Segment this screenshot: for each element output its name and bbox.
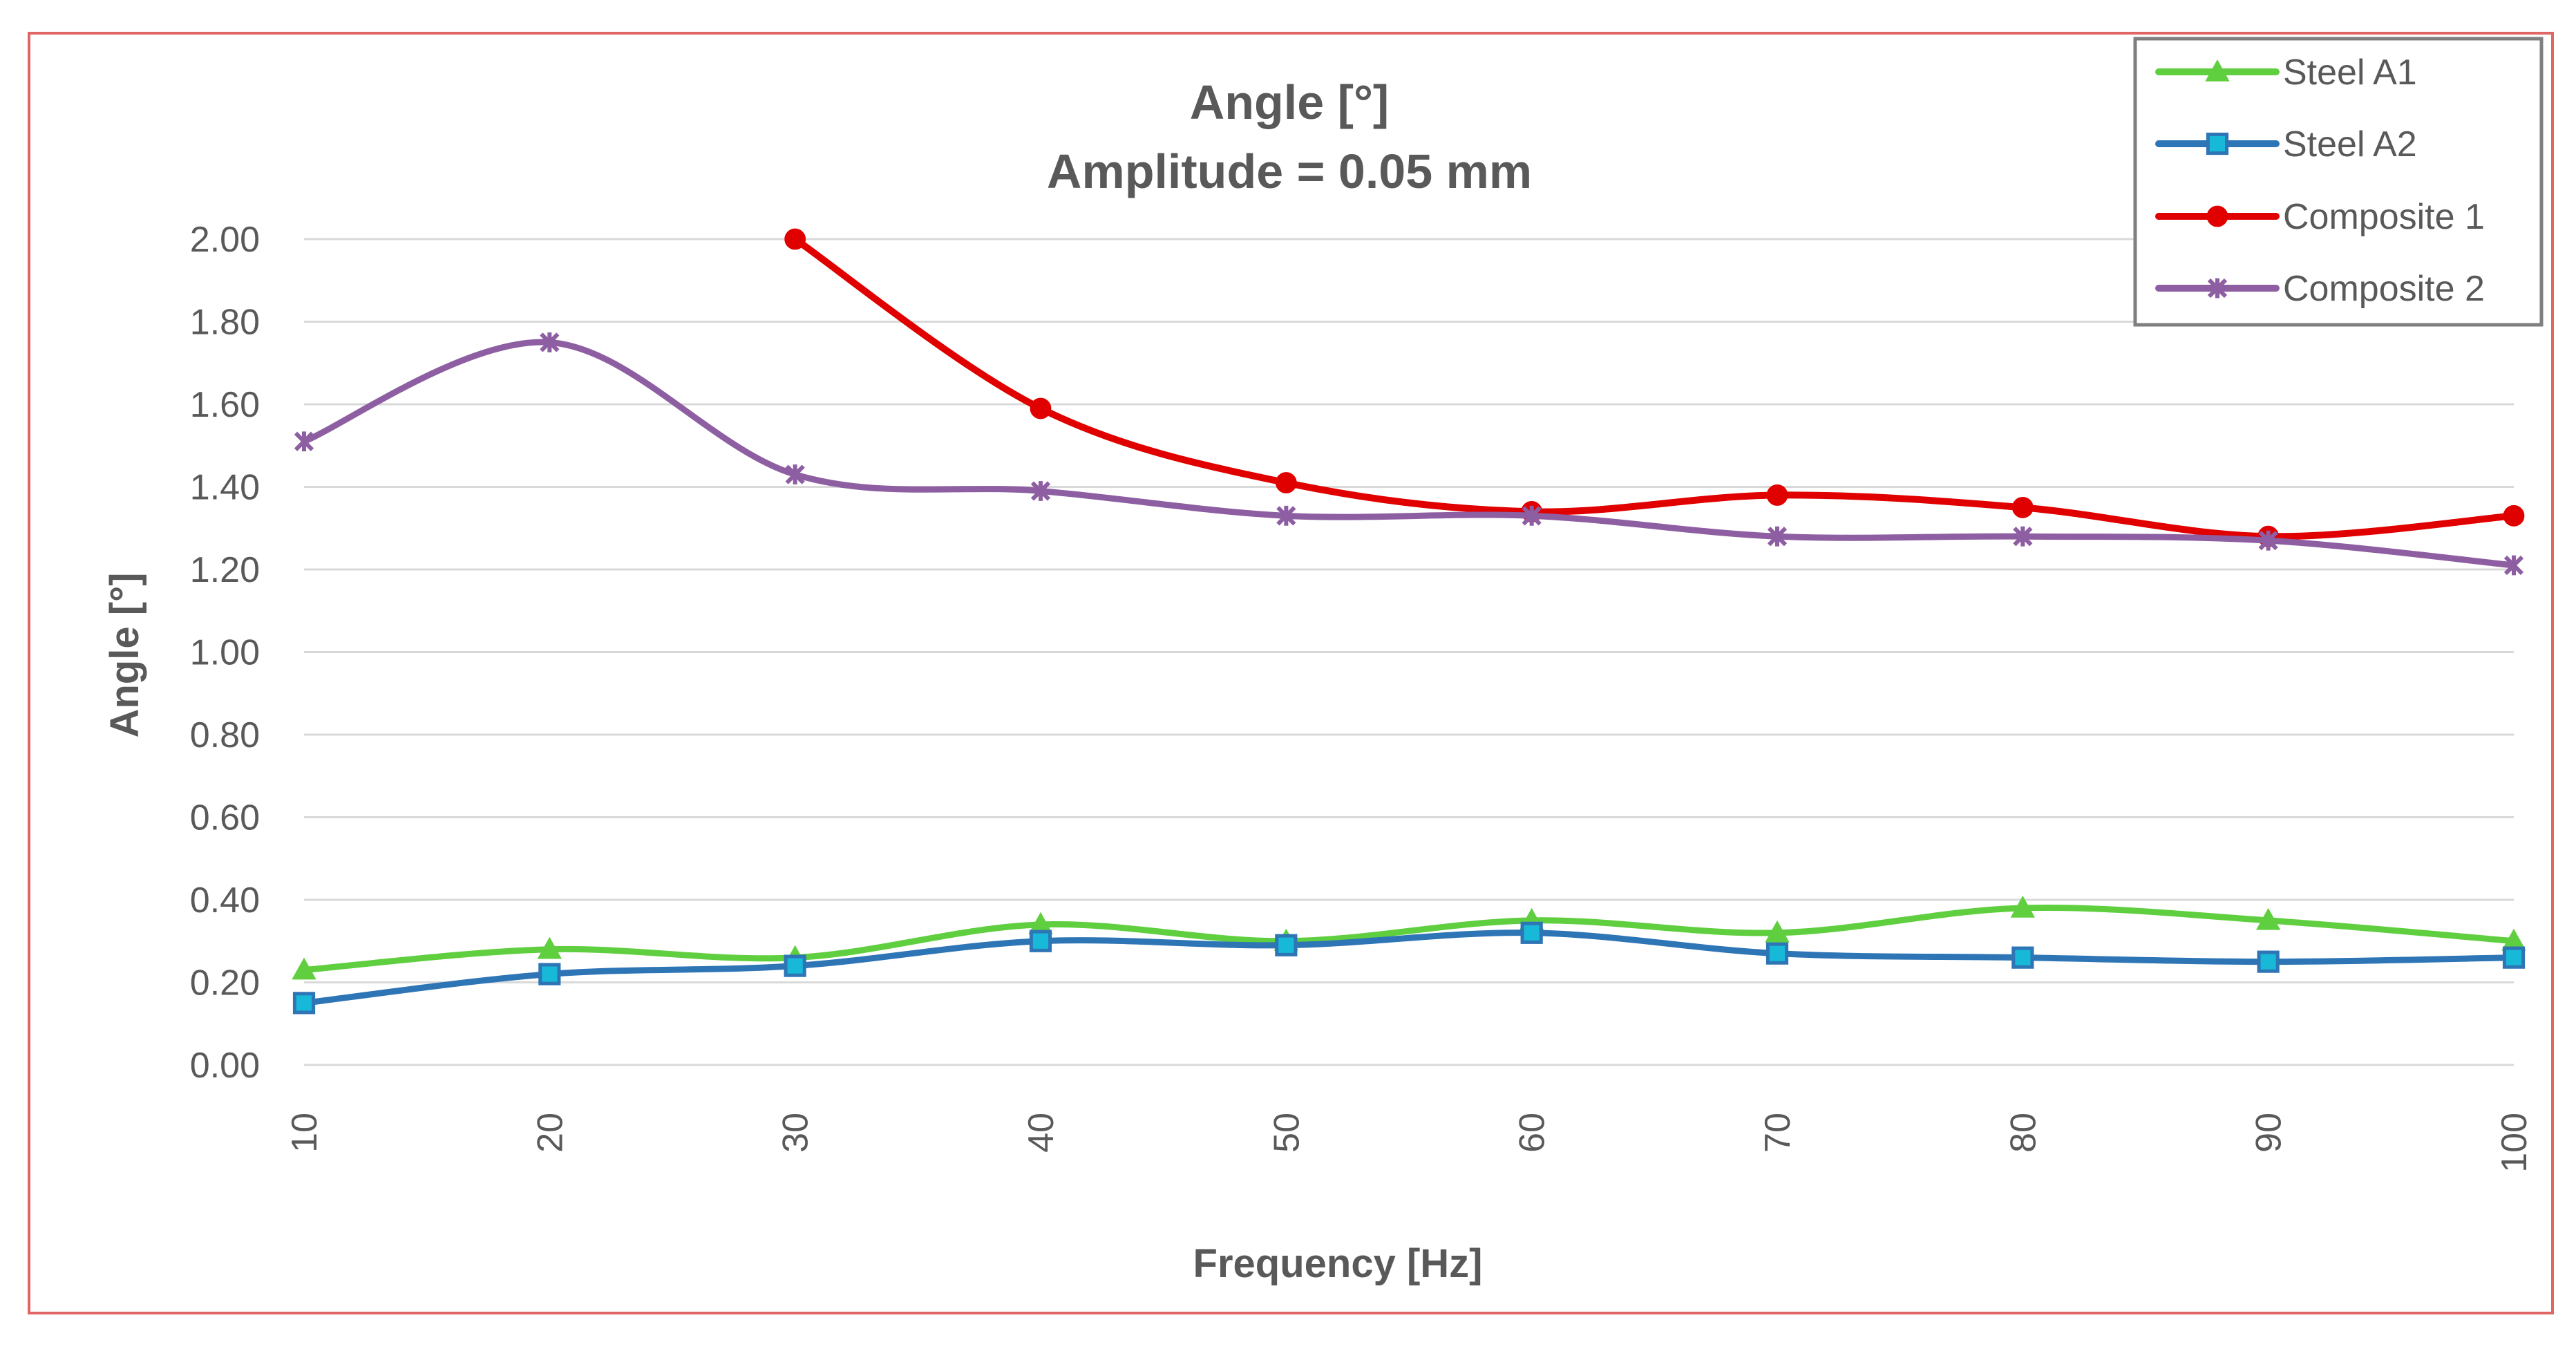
data-point [537,936,562,959]
y-tick-label: 0.20 [190,963,260,1003]
series-composite-1 [784,228,2525,547]
data-point [1276,505,1296,526]
x-tick-label: 50 [1267,1113,1307,1153]
y-tick-label: 0.00 [190,1046,260,1086]
data-point [2503,555,2524,576]
ticks-layer: 0.00 0.20 0.40 0.60 0.80 1.00 1.20 1.40 1.60 1.80… [190,220,2535,1173]
data-point [784,228,806,250]
legend-entry: Steel A2 [2155,124,2417,164]
x-tick-label: 10 [285,1113,325,1153]
legend-label: Composite 2 [2283,269,2485,309]
y-tick-label: 2.00 [190,220,260,260]
y-tick-label: 1.80 [190,303,260,343]
x-tick-label: 80 [2003,1113,2043,1153]
x-tick-label: 40 [1021,1113,1061,1153]
data-point [2013,526,2033,547]
data-point [1765,942,1789,965]
data-point [538,963,561,985]
data-point [2255,907,2281,930]
legend-label: Steel A2 [2283,124,2417,164]
chart-subtitle: Amplitude = 0.05 mm [1047,144,1532,198]
legend-label: Steel A1 [2283,53,2417,93]
data-point [2503,504,2525,527]
data-point [294,431,314,452]
data-point [2258,530,2278,551]
data-point [2010,895,2036,918]
series-composite-2 [294,332,2524,576]
x-tick-label: 60 [1513,1113,1553,1153]
legend-entry: Composite 1 [2155,197,2485,237]
x-tick-label: 20 [530,1113,570,1153]
series-line [301,339,2517,569]
data-point [540,332,560,352]
legend: Steel A1 Steel A2 Composite 1 Composite 2 [2133,37,2544,327]
chart-frame [28,32,2554,1314]
legend-marker [2205,59,2230,82]
data-point [292,992,316,1015]
data-point [1029,930,1052,952]
y-axis-label: Angle [°] [102,572,147,737]
y-tick-label: 1.00 [190,633,260,673]
y-tick-label: 0.60 [190,798,260,838]
data-point [1030,481,1051,501]
legend-entry: Steel A1 [2155,53,2417,93]
legend-marker [2206,205,2228,227]
data-point [784,954,806,977]
data-point [2011,496,2034,518]
data-point [1765,920,1790,943]
data-point [1767,526,1788,547]
y-tick-label: 1.20 [190,550,260,590]
data-point [2502,946,2526,969]
x-axis-label: Frequency [Hz] [1193,1241,1483,1286]
data-point [2257,950,2280,973]
data-point [1520,921,1543,944]
legend-box [2133,37,2544,327]
y-tick-label: 0.80 [190,715,260,755]
data-point [1030,397,1052,419]
y-tick-label: 0.40 [190,880,260,921]
data-point [785,464,805,484]
x-tick-label: 70 [1758,1113,1798,1153]
legend-marker [2206,132,2229,155]
data-point [1275,472,1297,493]
legend-entry: Composite 2 [2155,269,2485,309]
y-tick-label: 1.60 [190,385,260,425]
x-tick-label: 100 [2494,1113,2535,1173]
data-point [1522,505,1542,526]
x-tick-label: 90 [2249,1113,2289,1153]
legend-label: Composite 1 [2283,197,2485,237]
data-point [292,957,316,980]
data-point [2011,946,2034,969]
data-point [1766,484,1788,506]
data-point [1275,934,1298,956]
series-steel-a2 [292,921,2526,1015]
x-tick-label: 30 [776,1113,816,1153]
y-tick-label: 1.40 [190,468,260,508]
series-line [301,905,2517,974]
series-layer [292,228,2526,1015]
series-line [791,236,2517,540]
series-line [301,930,2517,1006]
legend-marker [2207,278,2228,299]
chart-title: Angle [°] [1190,75,1390,129]
